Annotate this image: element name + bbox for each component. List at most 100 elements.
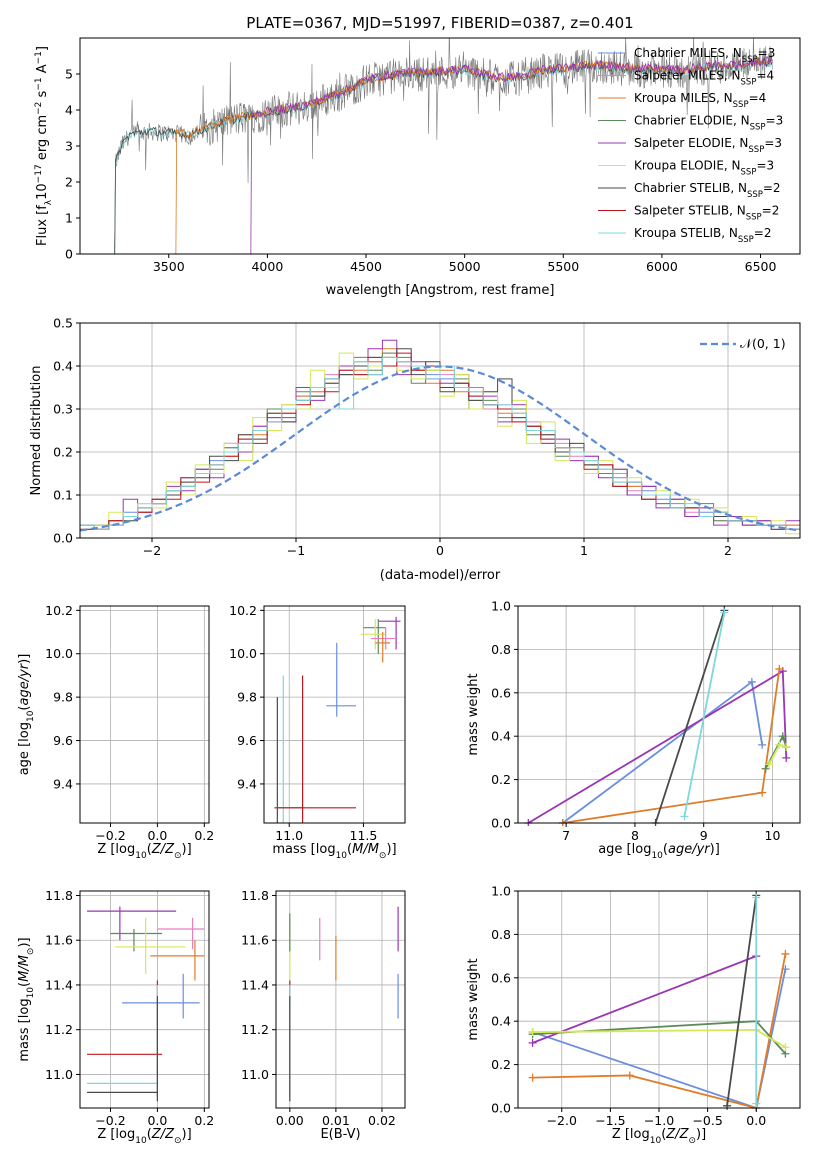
y-tick-label: 5 — [65, 67, 73, 82]
y-tick-label: 0.4 — [53, 359, 73, 374]
axes-frame — [275, 890, 406, 1109]
errorbars — [274, 616, 401, 823]
histograms — [80, 339, 800, 538]
legend-label: 𝒩(0, 1) — [740, 336, 786, 351]
x-tick-label: 0.0 — [147, 1113, 167, 1128]
weight-line — [654, 610, 726, 824]
y-tick-label: 11.0 — [45, 1067, 73, 1082]
weight-marker — [782, 743, 791, 752]
spectrum-xlabel: wavelength [Angstrom, rest frame] — [326, 283, 555, 298]
y-tick-label: 0.2 — [491, 1057, 511, 1072]
x-tick-label: −1.0 — [644, 1113, 674, 1128]
mass-ebv-panel-xlabel: E(B-V) — [320, 1127, 360, 1142]
y-tick-label: 11.8 — [45, 888, 73, 903]
x-tick-label: 4500 — [350, 259, 382, 274]
x-tick-label: 5500 — [547, 259, 579, 274]
x-tick-label: 0.00 — [276, 1113, 304, 1128]
legend-label: Chabrier STELIB, NSSP=2 — [634, 181, 781, 200]
normal-curve — [80, 365, 800, 532]
legend-label: Chabrier MILES, NSSP=3 — [634, 46, 775, 65]
age-z-panel-xlabel: Z [log10(Z/Z⊙)] — [97, 842, 191, 861]
y-tick-label: 3 — [65, 139, 73, 154]
x-tick-label: 4000 — [251, 259, 283, 274]
y-tick-label: 0.3 — [53, 402, 73, 417]
age-z-panel: −0.2 0.0 0.2 9.4 9.6 9.8 10.0 10.2 Z [log10(Z/Z⊙… — [17, 603, 214, 861]
x-tick-label: 0.01 — [322, 1113, 350, 1128]
x-tick-label: −1 — [287, 543, 305, 558]
weight-marker — [720, 608, 729, 617]
weight-marker — [723, 1101, 732, 1110]
y-tick-label: 0.4 — [491, 729, 511, 744]
y-tick-label: 1.0 — [491, 599, 511, 614]
y-tick-label: 0.2 — [491, 772, 511, 787]
x-tick-label: 0.2 — [194, 828, 214, 843]
y-tick-label: 0.0 — [491, 816, 511, 831]
y-tick-label: 1 — [65, 211, 73, 226]
axes-frame — [517, 605, 801, 824]
weight-line — [726, 895, 758, 1106]
axes-frame — [79, 890, 210, 1109]
x-tick-label: 0 — [436, 543, 444, 558]
legend-label: Salpeter STELIB, NSSP=2 — [634, 204, 779, 223]
y-tick-label: 0.6 — [491, 685, 511, 700]
y-tick-label: 0.8 — [491, 642, 511, 657]
weight-marker — [758, 740, 767, 749]
weight-line — [527, 669, 788, 824]
y-tick-label: 11.8 — [241, 888, 269, 903]
y-tick-label: 9.4 — [237, 776, 257, 791]
age-z-panel-ylabel: age [log10(age/yr)] — [17, 654, 36, 776]
x-tick-label: −0.2 — [95, 828, 125, 843]
residual-ylabel: Normed distribution — [29, 366, 44, 496]
y-tick-label: 0.6 — [491, 970, 511, 985]
weight-marker — [765, 760, 774, 769]
legend-label: Salpeter MILES, NSSP=4 — [634, 69, 774, 88]
y-tick-label: 0.5 — [53, 316, 73, 331]
x-tick-label: −0.2 — [95, 1113, 125, 1128]
errorbars — [87, 906, 205, 1102]
weight-marker — [781, 1043, 790, 1052]
axes-frame — [79, 605, 210, 824]
age-mass-panel-xlabel: mass [log10(M/M⊙)] — [272, 842, 396, 861]
spectrum-lines — [80, 38, 773, 254]
y-tick-label: 11.6 — [241, 933, 269, 948]
mass-z-panel-ylabel: mass [log10(M/M⊙)] — [17, 937, 36, 1061]
y-tick-label: 10.0 — [229, 646, 257, 661]
weight-lines — [528, 891, 790, 1111]
spectrum-legend: Chabrier MILES, NSSP=3 Salpeter MILES, NS… — [598, 46, 783, 245]
y-tick-label: 9.6 — [237, 733, 257, 748]
weight-marker — [625, 1071, 634, 1080]
y-tick-label: 10.2 — [45, 603, 73, 618]
weight-marker — [528, 1028, 537, 1037]
x-tick-label: 0.02 — [368, 1113, 396, 1128]
axes-frame — [263, 605, 406, 824]
spectrum-model-line — [80, 55, 773, 254]
y-tick-label: 0.2 — [53, 445, 73, 460]
y-tick-label: 4 — [65, 103, 73, 118]
weight-marker — [781, 949, 790, 958]
y-tick-label: 11.4 — [241, 977, 269, 992]
y-tick-label: 11.0 — [241, 1067, 269, 1082]
y-tick-label: 11.4 — [45, 977, 73, 992]
residual-panel: −2 −1 0 1 2 0.0 0.1 0.2 0.3 0.4 0.5 (data-model)/er… — [29, 316, 801, 583]
weight-line — [532, 955, 757, 1044]
x-tick-label: 10 — [765, 828, 781, 843]
legend-label: Kroupa STELIB, NSSP=2 — [634, 226, 772, 245]
weight-marker — [528, 1073, 537, 1082]
weight-marker — [761, 764, 770, 773]
weight-line — [683, 612, 726, 817]
weight-marker — [775, 740, 784, 749]
weight-age-panel-xlabel: age [log10(age/yr)] — [598, 842, 720, 861]
x-tick-label: 5000 — [449, 259, 481, 274]
mass-z-panel-xlabel: Z [log10(Z/Z⊙)] — [97, 1127, 191, 1146]
y-tick-label: 9.6 — [53, 733, 73, 748]
y-tick-label: 0 — [65, 247, 73, 262]
spectrum-model-line — [80, 57, 773, 254]
age-mass-panel: 11.0 11.5 9.4 9.6 9.8 10.0 10.2 mass [log10(M/M… — [229, 603, 406, 861]
x-tick-label: 0.2 — [194, 1113, 214, 1128]
weight-marker — [752, 893, 761, 902]
weight-marker — [758, 788, 767, 797]
weight-marker — [775, 664, 784, 673]
weight-z-panel: −2.0 −1.5 −1.0 −0.5 0.0 0.0 0.2 0.4 0.6 0.8 1.0 Z [… — [466, 884, 801, 1146]
histogram-step — [80, 356, 800, 538]
